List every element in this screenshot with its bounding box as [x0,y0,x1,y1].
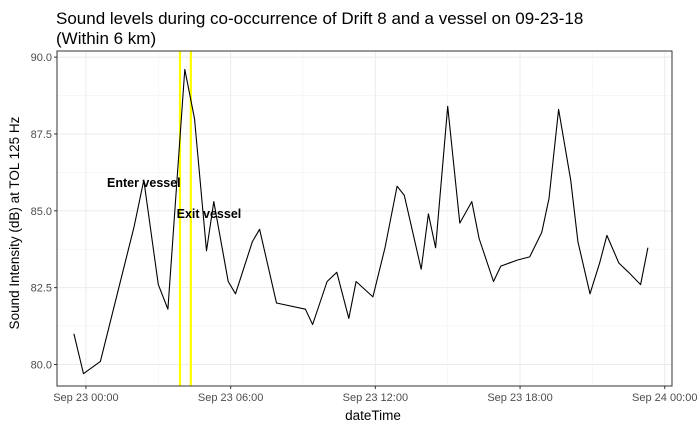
x-tick-label: Sep 23 12:00 [343,392,408,404]
x-tick-label: Sep 24 00:00 [632,392,697,404]
y-axis-title: Sound Intensity (dB) at TOL 125 Hz [7,116,22,329]
grid-minor [57,51,672,386]
x-tick-label: Sep 23 18:00 [487,392,552,404]
plot-area: Enter vessel Exit vessel [56,50,673,387]
x-axis: Sep 23 00:00 Sep 23 06:00 Sep 23 12:00 Sep … [53,386,697,404]
x-tick-label: Sep 23 06:00 [198,392,263,404]
x-axis-title: dateTime [345,408,401,423]
y-tick-label: 90.0 [31,52,52,64]
x-tick-label: Sep 23 00:00 [53,392,118,404]
y-tick-label: 85.0 [31,206,52,218]
chart-title-line1: Sound levels during co-occurrence of Dri… [56,9,583,28]
annotation-label: Exit vessel [177,207,242,221]
chart-title-line2: (Within 6 km) [56,29,156,48]
y-axis: 80.0 82.5 85.0 87.5 90.0 [31,52,57,371]
plot-panel [57,51,672,386]
plot-border [56,50,673,387]
vessel-vlines [178,51,192,386]
series-line [73,68,649,375]
y-tick-label: 80.0 [31,359,52,371]
annotation-label: Enter vessel [107,176,181,190]
y-tick-label: 87.5 [31,129,52,141]
grid-major [57,51,672,386]
annotations: Enter vessel Exit vessel [107,176,241,221]
y-tick-label: 82.5 [31,283,52,295]
